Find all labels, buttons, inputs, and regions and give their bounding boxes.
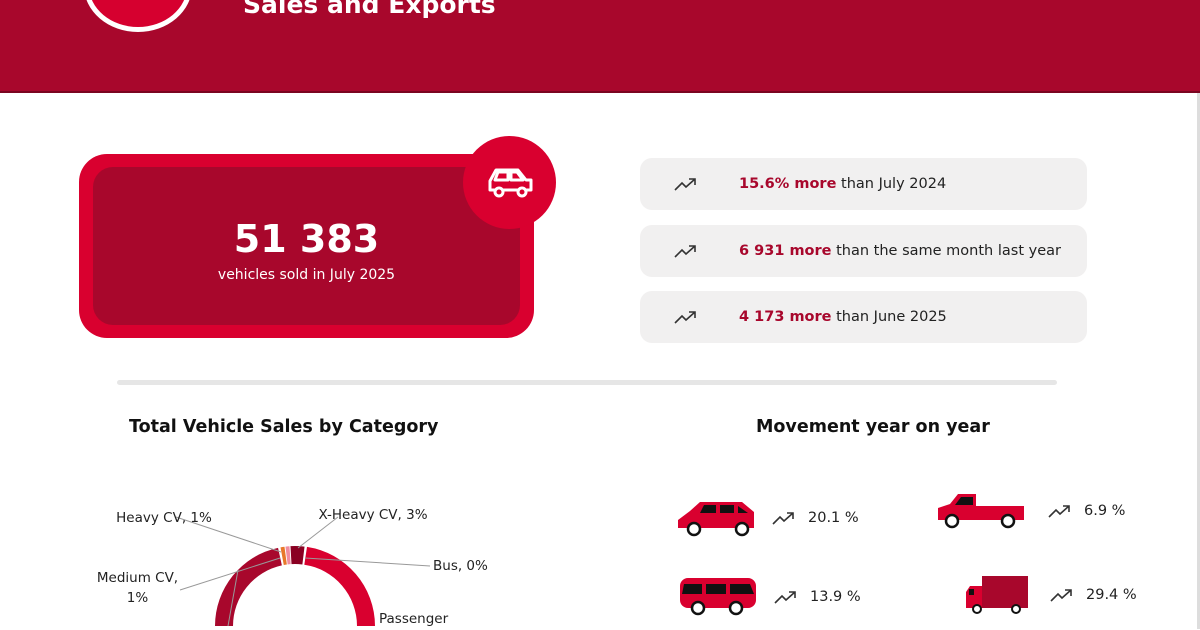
kpi-value: 51 383 xyxy=(233,217,380,261)
donut-chart xyxy=(175,516,431,627)
hatchback-car-icon xyxy=(678,502,754,537)
leader-line xyxy=(304,557,431,567)
chart-title: Total Vehicle Sales by Category xyxy=(129,417,439,437)
stat-card-mom-units: 4 173 more than June 2025 xyxy=(640,291,1087,343)
movement-bus: 13.9 % xyxy=(678,576,861,618)
stat-text: than June 2025 xyxy=(831,309,947,325)
trend-up-icon xyxy=(772,512,794,525)
logo xyxy=(84,0,192,32)
donut-slice-light-cv xyxy=(215,547,282,626)
trend-up-icon xyxy=(674,311,696,324)
movement-value: 13.9 % xyxy=(810,589,861,605)
movement-value: 20.1 % xyxy=(808,510,859,526)
movement-value: 29.4 % xyxy=(1086,587,1137,603)
kpi-card: 51 383 vehicles sold in July 2025 xyxy=(79,154,534,338)
donut-slice-heavy-cv xyxy=(285,546,291,565)
label-heavy-cv: Heavy CV, 1% xyxy=(116,510,212,526)
header-banner: Sales and Exports xyxy=(0,0,1200,93)
movement-heavy: 29.4 % xyxy=(964,574,1137,616)
movement-title: Movement year on year xyxy=(756,417,990,437)
stat-card-yoy-percent: 15.6% more than July 2024 xyxy=(640,158,1087,210)
car-icon xyxy=(463,136,556,229)
donut-slice-x-heavy-cv xyxy=(290,546,305,565)
stat-highlight: 15.6% more xyxy=(739,176,837,192)
movement-passenger: 20.1 % xyxy=(676,498,859,538)
stat-highlight: 4 173 more xyxy=(739,309,832,325)
divider xyxy=(117,380,1057,385)
minibus-icon xyxy=(680,578,756,616)
trend-up-icon xyxy=(1050,589,1072,602)
label-passenger: Passenger xyxy=(379,611,449,627)
donut-slice-passenger xyxy=(304,546,375,626)
leader-line xyxy=(297,516,339,549)
label-bus: Bus, 0% xyxy=(433,558,488,574)
stat-card-yoy-units: 6 931 more than the same month last year xyxy=(640,225,1087,277)
stat-text: than the same month last year xyxy=(831,243,1061,259)
leader-line xyxy=(227,569,239,627)
leader-line xyxy=(175,516,282,553)
trend-up-icon xyxy=(674,245,696,258)
box-truck-icon xyxy=(966,576,1028,614)
movement-lcv: 6.9 % xyxy=(936,490,1125,532)
trend-up-icon xyxy=(674,178,696,191)
pickup-truck-icon xyxy=(938,494,1024,529)
trend-up-icon xyxy=(1048,505,1070,518)
movement-value: 6.9 % xyxy=(1084,503,1126,519)
label-x-heavy-cv: X-Heavy CV, 3% xyxy=(318,507,428,523)
page-title: Sales and Exports xyxy=(243,0,496,19)
donut-slice-medium-cv xyxy=(280,546,287,566)
scrollbar[interactable] xyxy=(1197,93,1200,629)
leader-line xyxy=(179,557,281,591)
trend-up-icon xyxy=(774,591,796,604)
stat-text: than July 2024 xyxy=(836,176,947,192)
stat-highlight: 6 931 more xyxy=(739,243,832,259)
label-medium-cv: Medium CV, 1% xyxy=(96,570,179,606)
kpi-subtitle: vehicles sold in July 2025 xyxy=(217,267,396,283)
